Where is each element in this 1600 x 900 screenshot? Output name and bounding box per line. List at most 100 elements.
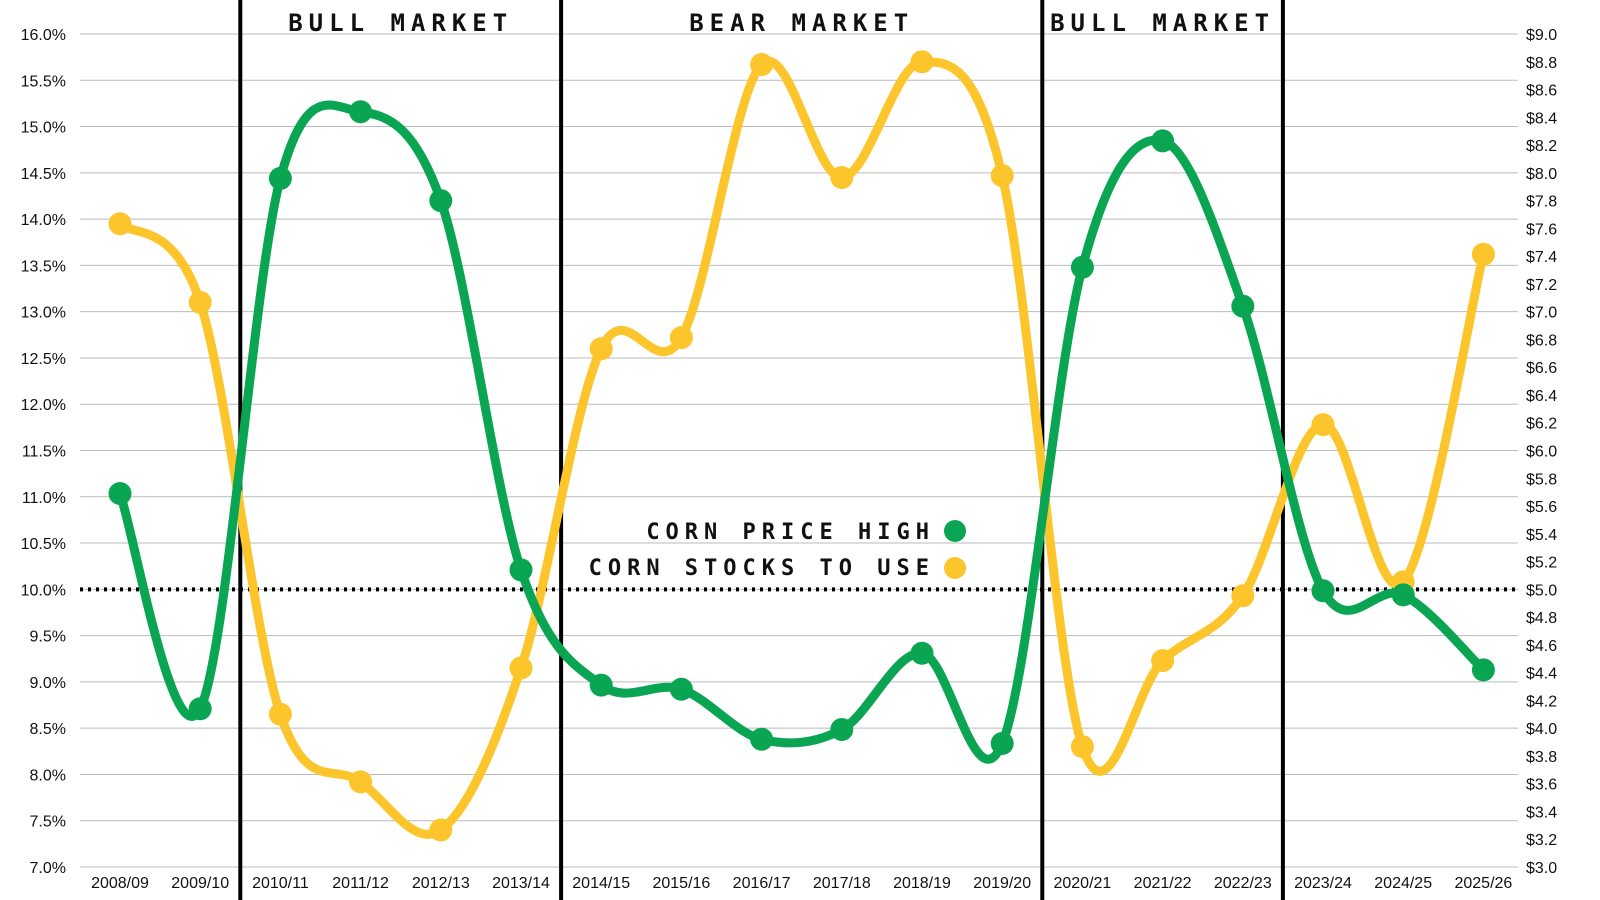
right-axis-tick-label: $4.0 <box>1526 721 1557 738</box>
data-point-corn-price-high <box>910 641 934 665</box>
data-point-corn-price-high <box>1231 294 1255 318</box>
data-point-corn-stocks-to-use <box>1151 649 1175 673</box>
x-axis-tick-label: 2017/18 <box>813 875 871 892</box>
left-axis-tick-label: 14.5% <box>21 166 66 183</box>
right-axis-tick-label: $7.4 <box>1526 249 1557 266</box>
data-point-corn-price-high <box>429 189 453 213</box>
x-axis-tick-label: 2012/13 <box>412 875 470 892</box>
x-axis-tick-label: 2019/20 <box>973 875 1031 892</box>
x-axis-tick-label: 2016/17 <box>733 875 791 892</box>
data-point-corn-price-high <box>750 727 774 751</box>
data-point-corn-price-high <box>589 673 613 697</box>
series-line-corn-price-high <box>115 100 1488 764</box>
gridlines <box>80 33 1518 868</box>
left-axis-tick-label: 9.0% <box>30 675 66 692</box>
right-axis-tick-label: $6.4 <box>1526 388 1557 405</box>
right-axis-tick-label: $4.8 <box>1526 610 1557 627</box>
data-point-corn-price-high <box>188 697 212 721</box>
right-axis-tick-label: $3.6 <box>1526 777 1557 794</box>
x-axis-tick-label: 2015/16 <box>652 875 710 892</box>
left-axis-tick-label: 7.0% <box>30 860 66 877</box>
right-axis-tick-label: $5.8 <box>1526 471 1557 488</box>
x-axis-tick-label: 2011/12 <box>332 875 389 892</box>
data-point-corn-price-high <box>1151 129 1175 153</box>
right-axis-tick-label: $3.4 <box>1526 804 1557 821</box>
left-axis-tick-label: 10.5% <box>21 536 66 553</box>
data-point-corn-stocks-to-use <box>1231 584 1255 608</box>
right-axis-tick-label: $8.8 <box>1526 55 1557 72</box>
right-axis-tick-label: $6.0 <box>1526 444 1557 461</box>
x-axis-tick-label: 2022/23 <box>1214 875 1272 892</box>
left-axis-tick-label: 14.0% <box>21 212 66 229</box>
left-axis-tick-label: 12.0% <box>21 397 66 414</box>
legend-marker-corn-stocks-to-use <box>944 557 966 579</box>
left-axis-tick-label: 15.0% <box>21 120 66 137</box>
left-axis-tick-label: 13.5% <box>21 258 66 275</box>
right-axis-tick-label: $8.2 <box>1526 138 1557 155</box>
x-axis-tick-label: 2023/24 <box>1294 875 1352 892</box>
left-axis-tick-label: 11.5% <box>22 444 66 461</box>
data-point-corn-stocks-to-use <box>349 770 373 794</box>
data-point-corn-stocks-to-use <box>429 818 453 842</box>
x-axis-tick-label: 2010/11 <box>252 875 309 892</box>
right-axis-tick-label: $7.6 <box>1526 221 1557 238</box>
right-axis-tick-label: $3.2 <box>1526 832 1557 849</box>
x-axis-tick-label: 2009/10 <box>171 875 229 892</box>
right-axis-tick-labels: $3.0 $3.2 $3.4 $3.6 $3.8 $4.0 $4.2 $4.4 $4.6 $4.8… <box>1526 27 1557 877</box>
right-axis-tick-label: $4.2 <box>1526 693 1557 710</box>
left-axis-tick-label: 7.5% <box>30 814 66 831</box>
data-point-corn-stocks-to-use <box>1471 242 1495 266</box>
market-period-label: BULL MARKET <box>288 9 513 37</box>
right-axis-tick-label: $8.6 <box>1526 83 1557 100</box>
left-axis-tick-label: 8.5% <box>30 721 66 738</box>
right-axis-tick-label: $4.4 <box>1526 666 1557 683</box>
data-point-corn-price-high <box>830 718 854 742</box>
left-axis-tick-label: 10.0% <box>21 582 66 599</box>
data-point-corn-price-high <box>669 677 693 701</box>
right-axis-tick-label: $8.0 <box>1526 166 1557 183</box>
x-axis-tick-label: 2014/15 <box>572 875 630 892</box>
data-point-corn-stocks-to-use <box>108 212 132 236</box>
data-point-corn-stocks-to-use <box>1070 735 1094 759</box>
market-period-label: BULL MARKET <box>1050 9 1275 37</box>
left-axis-tick-label: 12.5% <box>21 351 66 368</box>
left-axis-tick-labels: 7.0% 7.5% 8.0% 8.5% 9.0% 9.5% 10.0% 10.5% 11.0% 1… <box>21 27 66 877</box>
x-axis-tick-label: 2013/14 <box>492 875 550 892</box>
x-axis-tick-label: 2008/09 <box>91 875 149 892</box>
data-point-corn-stocks-to-use <box>1311 413 1335 437</box>
right-axis-tick-label: $7.0 <box>1526 305 1557 322</box>
right-axis-tick-label: $6.6 <box>1526 360 1557 377</box>
legend-marker-corn-price-high <box>944 520 966 542</box>
data-point-corn-stocks-to-use <box>509 656 533 680</box>
x-axis-tick-label: 2018/19 <box>893 875 951 892</box>
data-point-corn-stocks-to-use <box>750 53 774 77</box>
right-axis-tick-label: $5.2 <box>1526 555 1557 572</box>
x-axis-tick-label: 2020/21 <box>1053 875 1111 892</box>
data-point-corn-stocks-to-use <box>910 50 934 74</box>
data-point-corn-price-high <box>1391 583 1415 607</box>
series-lines <box>108 50 1495 842</box>
left-axis-tick-label: 11.0% <box>22 490 66 507</box>
data-point-corn-price-high <box>509 558 533 582</box>
data-point-corn-stocks-to-use <box>669 326 693 350</box>
data-point-corn-price-high <box>268 166 292 190</box>
data-point-corn-price-high <box>1311 579 1335 603</box>
data-point-corn-stocks-to-use <box>990 164 1014 188</box>
data-point-corn-price-high <box>990 731 1014 755</box>
right-axis-tick-label: $9.0 <box>1526 27 1557 44</box>
right-axis-tick-label: $5.6 <box>1526 499 1557 516</box>
market-period-labels: BULL MARKET BEAR MARKET BULL MARKET <box>288 9 1275 37</box>
x-axis-tick-label: 2024/25 <box>1374 875 1432 892</box>
right-axis-tick-label: $5.0 <box>1526 582 1557 599</box>
right-axis-tick-label: $4.6 <box>1526 638 1557 655</box>
right-axis-tick-label: $8.4 <box>1526 110 1557 127</box>
x-axis-tick-label: 2025/26 <box>1454 875 1512 892</box>
left-axis-tick-label: 16.0% <box>21 27 66 44</box>
x-axis-tick-labels: 2008/09 2009/10 2010/11 2011/12 2012/13 2013/… <box>91 875 1512 892</box>
data-point-corn-price-high <box>1070 255 1094 279</box>
right-axis-tick-label: $6.8 <box>1526 332 1557 349</box>
data-point-corn-stocks-to-use <box>268 702 292 726</box>
left-axis-tick-label: 13.0% <box>21 305 66 322</box>
right-axis-tick-label: $5.4 <box>1526 527 1557 544</box>
